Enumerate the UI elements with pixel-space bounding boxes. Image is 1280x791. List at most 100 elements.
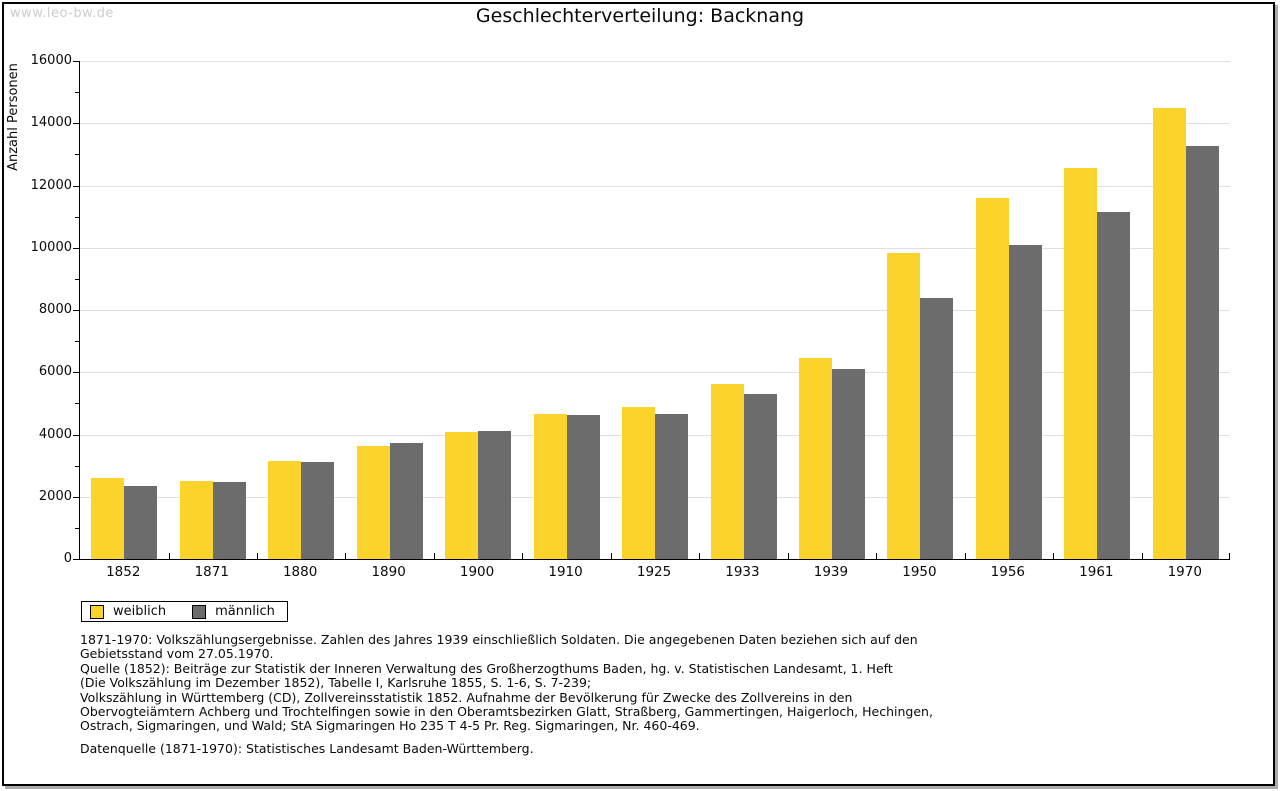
y-tick-major-14000 — [73, 123, 79, 124]
watermark: www.leo-bw.de — [10, 6, 114, 21]
legend-item-weiblich: weiblich — [90, 604, 166, 619]
y-tick-major-2000 — [73, 497, 79, 498]
bar-männlich-1950 — [920, 297, 954, 559]
bar-weiblich-1900 — [445, 431, 479, 559]
footnote-line-6: Obervogteiämtern Achberg und Trochtelfin… — [80, 704, 933, 720]
footnote-line-3: Quelle (1852): Beiträge zur Statistik de… — [80, 660, 893, 676]
y-tick-minor-11000 — [75, 217, 79, 218]
footnote-lines: 1871-1970: Volkszählungsergebnisse. Zahl… — [80, 632, 1220, 734]
y-tick-label-16000: 16000 — [30, 53, 72, 68]
x-tick-1939 — [787, 553, 789, 559]
x-tick-1950 — [876, 553, 878, 559]
y-tick-label-8000: 8000 — [38, 302, 72, 317]
gridline-6000 — [80, 372, 1230, 373]
y-tick-major-12000 — [73, 186, 79, 187]
x-tick-label-1956: 1956 — [990, 564, 1026, 580]
bar-männlich-1933 — [743, 394, 777, 559]
bar-männlich-1939 — [831, 369, 865, 559]
bar-weiblich-1880 — [268, 460, 302, 559]
bar-weiblich-1933 — [710, 384, 744, 559]
bar-männlich-1890 — [389, 443, 423, 559]
x-tick-1956 — [964, 553, 966, 559]
gridline-14000 — [80, 123, 1230, 124]
x-tick-label-1880: 1880 — [282, 564, 318, 580]
footnote-line-1: 1871-1970: Volkszählungsergebnisse. Zahl… — [80, 632, 918, 647]
bar-männlich-1925 — [655, 414, 688, 559]
bar-weiblich-1890 — [356, 446, 390, 559]
x-tick-1890 — [345, 553, 347, 559]
y-tick-label-6000: 6000 — [38, 364, 72, 379]
x-tick-1925 — [610, 553, 612, 559]
y-tick-major-6000 — [73, 372, 79, 373]
x-tick-1961 — [1053, 553, 1055, 559]
x-tick-1970 — [1141, 553, 1143, 559]
bar-weiblich-1939 — [798, 358, 832, 559]
datasource-line: Datenquelle (1871-1970): Statistisches L… — [80, 740, 534, 756]
chart-title: Geschlechterverteilung: Backnang — [475, 5, 805, 27]
chart-area: Anzahl Personen 0 2000 4000 6000 8000 10000 12… — [6, 53, 1230, 580]
x-tick-label-1933: 1933 — [725, 564, 760, 580]
x-tick-1910 — [522, 553, 524, 559]
legend: weiblich männlich — [81, 601, 288, 622]
bar-männlich-1910 — [566, 414, 600, 559]
legend-swatch-männlich — [192, 604, 207, 619]
y-tick-minor-13000 — [75, 154, 79, 155]
y-tick-minor-3000 — [75, 466, 79, 467]
y-tick-label-0: 0 — [63, 551, 72, 566]
y-tick-label-4000: 4000 — [38, 427, 72, 442]
x-tick-1933 — [699, 553, 701, 559]
legend-item-männlich: männlich — [192, 604, 275, 619]
y-tick-minor-7000 — [75, 341, 79, 342]
bar-männlich-1956 — [1008, 244, 1042, 559]
bar-weiblich-1956 — [975, 197, 1009, 559]
bar-weiblich-1950 — [887, 253, 921, 559]
bar-männlich-1871 — [212, 481, 246, 559]
x-tick-1871 — [168, 553, 170, 559]
x-tick-label-1961: 1961 — [1079, 564, 1114, 580]
y-tick-minor-5000 — [75, 403, 79, 404]
bar-weiblich-1961 — [1064, 168, 1098, 559]
footnotes: 1871-1970: Volkszählungsergebnisse. Zahl… — [80, 632, 1220, 756]
x-tick-label-1939: 1939 — [813, 564, 849, 580]
x-tick-label-1910: 1910 — [548, 564, 583, 580]
bar-weiblich-1925 — [622, 407, 655, 559]
y-tick-major-4000 — [73, 435, 79, 436]
x-tick-label-1925: 1925 — [636, 564, 672, 580]
footnote-line-7: Ostrach, Sigmaringen, und Wald; StA Sigm… — [80, 718, 700, 734]
y-tick-minor-15000 — [75, 92, 79, 93]
bar-weiblich-1871 — [179, 481, 213, 559]
x-tick-label-1970: 1970 — [1167, 564, 1202, 580]
footnote-line-5: Volkszählung in Württemberg (CD), Zollve… — [80, 689, 853, 705]
x-tick-1900 — [433, 553, 435, 559]
gridline-16000 — [80, 61, 1230, 62]
y-tick-major-16000 — [73, 61, 79, 62]
footnote-line-2: Gebietsstand vom 27.05.1970. — [80, 646, 274, 662]
x-tick-label-1950: 1950 — [902, 564, 937, 580]
bar-weiblich-1910 — [533, 414, 567, 559]
x-tick-end — [1229, 553, 1230, 559]
bar-weiblich-1852 — [91, 478, 125, 559]
y-tick-major-8000 — [73, 310, 79, 311]
y-tick-minor-1000 — [75, 528, 79, 529]
y-tick-minor-9000 — [75, 279, 79, 280]
bar-männlich-1961 — [1097, 212, 1131, 559]
x-tick-label-1900: 1900 — [459, 564, 495, 580]
plot-area — [79, 61, 1230, 560]
bar-männlich-1970 — [1185, 146, 1219, 559]
gridline-10000 — [80, 248, 1230, 249]
gridline-12000 — [80, 186, 1230, 187]
legend-label-männlich: männlich — [215, 604, 275, 619]
y-tick-major-0 — [73, 559, 79, 560]
y-tick-label-10000: 10000 — [30, 240, 72, 255]
x-tick-label-1890: 1890 — [371, 564, 406, 580]
y-tick-major-10000 — [73, 248, 79, 249]
bar-weiblich-1970 — [1152, 107, 1186, 559]
y-tick-label-12000: 12000 — [30, 178, 72, 193]
bar-männlich-1880 — [301, 461, 335, 559]
legend-label-weiblich: weiblich — [113, 604, 167, 619]
x-tick-1880 — [256, 553, 258, 559]
legend-swatch-weiblich — [90, 604, 104, 619]
bar-männlich-1900 — [478, 431, 512, 559]
footnote-line-4: (Die Volkszählung im Dezember 1852), Tab… — [80, 675, 592, 691]
